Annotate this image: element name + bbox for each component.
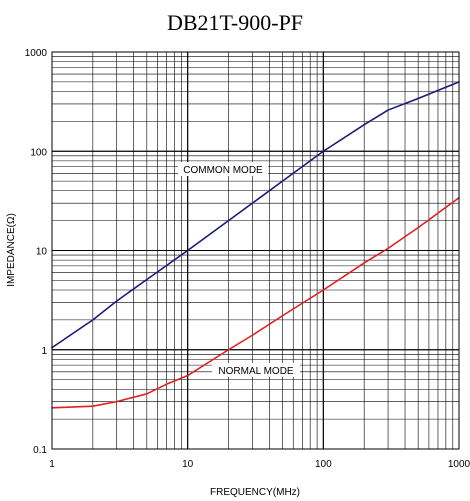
plot-frame [51,51,460,450]
series-line-normal-mode [51,196,460,409]
x-tick-label: 10 [182,459,194,470]
grid-lines [51,51,460,450]
y-tick-label: 1 [41,346,47,357]
annotation-normal-mode-label: NORMAL MODE [218,366,294,377]
chart-title: DB21T-900-PF [166,10,304,35]
annotation-common-mode-label: COMMON MODE [183,165,263,176]
x-tick-label: 100 [315,459,332,470]
y-tick-label: 0.1 [33,445,47,456]
x-tick-label: 1 [49,459,55,470]
annotation-normal-mode-bg [212,363,300,377]
annotation-normal-mode: NORMAL MODE [212,363,300,377]
y-tick-label: 1000 [25,48,48,59]
series-line-common-mode [51,81,460,349]
series-lines [51,81,460,409]
annotation-common-mode-bg [178,162,268,176]
y-axis-label: IMPEDANCE(Ω) [6,213,17,287]
y-tick-label: 100 [30,147,47,158]
x-tick-label: 1000 [448,459,470,470]
annotation-common-mode: COMMON MODE [178,162,268,176]
x-axis-label: FREQUENCY(MHz) [210,487,300,498]
y-tick-label: 10 [36,247,48,258]
